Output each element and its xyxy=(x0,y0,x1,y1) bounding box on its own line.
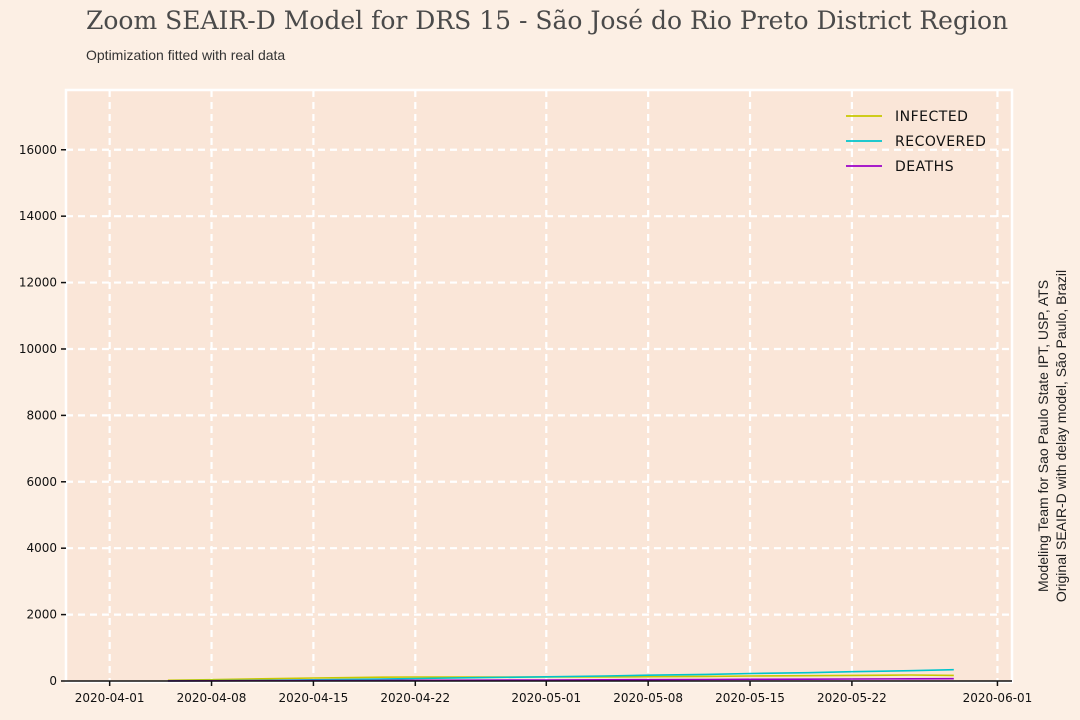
y-axis: 0 2000 4000 6000 8000 10000 12000 14000 16000 xyxy=(19,143,66,688)
y-tick-label: 4000 xyxy=(26,541,57,555)
x-tick-label: 2020-05-22 xyxy=(817,691,887,705)
credit-line-1: Modeling Team for Sao Paulo State IPT, U… xyxy=(1035,279,1051,593)
x-tick-label: 2020-04-15 xyxy=(279,691,349,705)
chart-subtitle: Optimization fitted with real data xyxy=(86,47,286,63)
credit-text: Modeling Team for Sao Paulo State IPT, U… xyxy=(1034,246,1074,626)
y-tick-label: 6000 xyxy=(26,475,57,489)
x-tick-label: 2020-04-22 xyxy=(380,691,450,705)
y-tick-label: 14000 xyxy=(19,209,57,223)
credit-line-2: Original SEAIR-D with delay model, São P… xyxy=(1053,269,1069,603)
legend-label-infected: INFECTED xyxy=(895,109,968,125)
x-tick-label: 2020-05-08 xyxy=(613,691,683,705)
x-axis: 2020-04-01 2020-04-08 2020-04-15 2020-04-22… xyxy=(75,681,1033,705)
chart-title: Zoom SEAIR-D Model for DRS 15 - São José… xyxy=(86,6,1009,35)
y-tick-label: 8000 xyxy=(26,408,57,422)
x-tick-label: 2020-05-01 xyxy=(511,691,581,705)
x-tick-label: 2020-04-01 xyxy=(75,691,145,705)
x-tick-label: 2020-05-15 xyxy=(715,691,785,705)
x-tick-label: 2020-06-01 xyxy=(963,691,1033,705)
legend-label-deaths: DEATHS xyxy=(895,159,954,175)
x-tick-label: 2020-04-08 xyxy=(177,691,247,705)
legend: INFECTED RECOVERED DEATHS xyxy=(846,109,986,175)
grid xyxy=(66,90,1012,681)
y-tick-label: 10000 xyxy=(19,342,57,356)
legend-label-recovered: RECOVERED xyxy=(895,134,986,150)
y-tick-label: 2000 xyxy=(26,608,57,622)
y-tick-label: 0 xyxy=(49,674,57,688)
plot-area xyxy=(64,88,1014,684)
y-tick-label: 12000 xyxy=(19,276,57,290)
y-tick-label: 16000 xyxy=(19,143,57,157)
